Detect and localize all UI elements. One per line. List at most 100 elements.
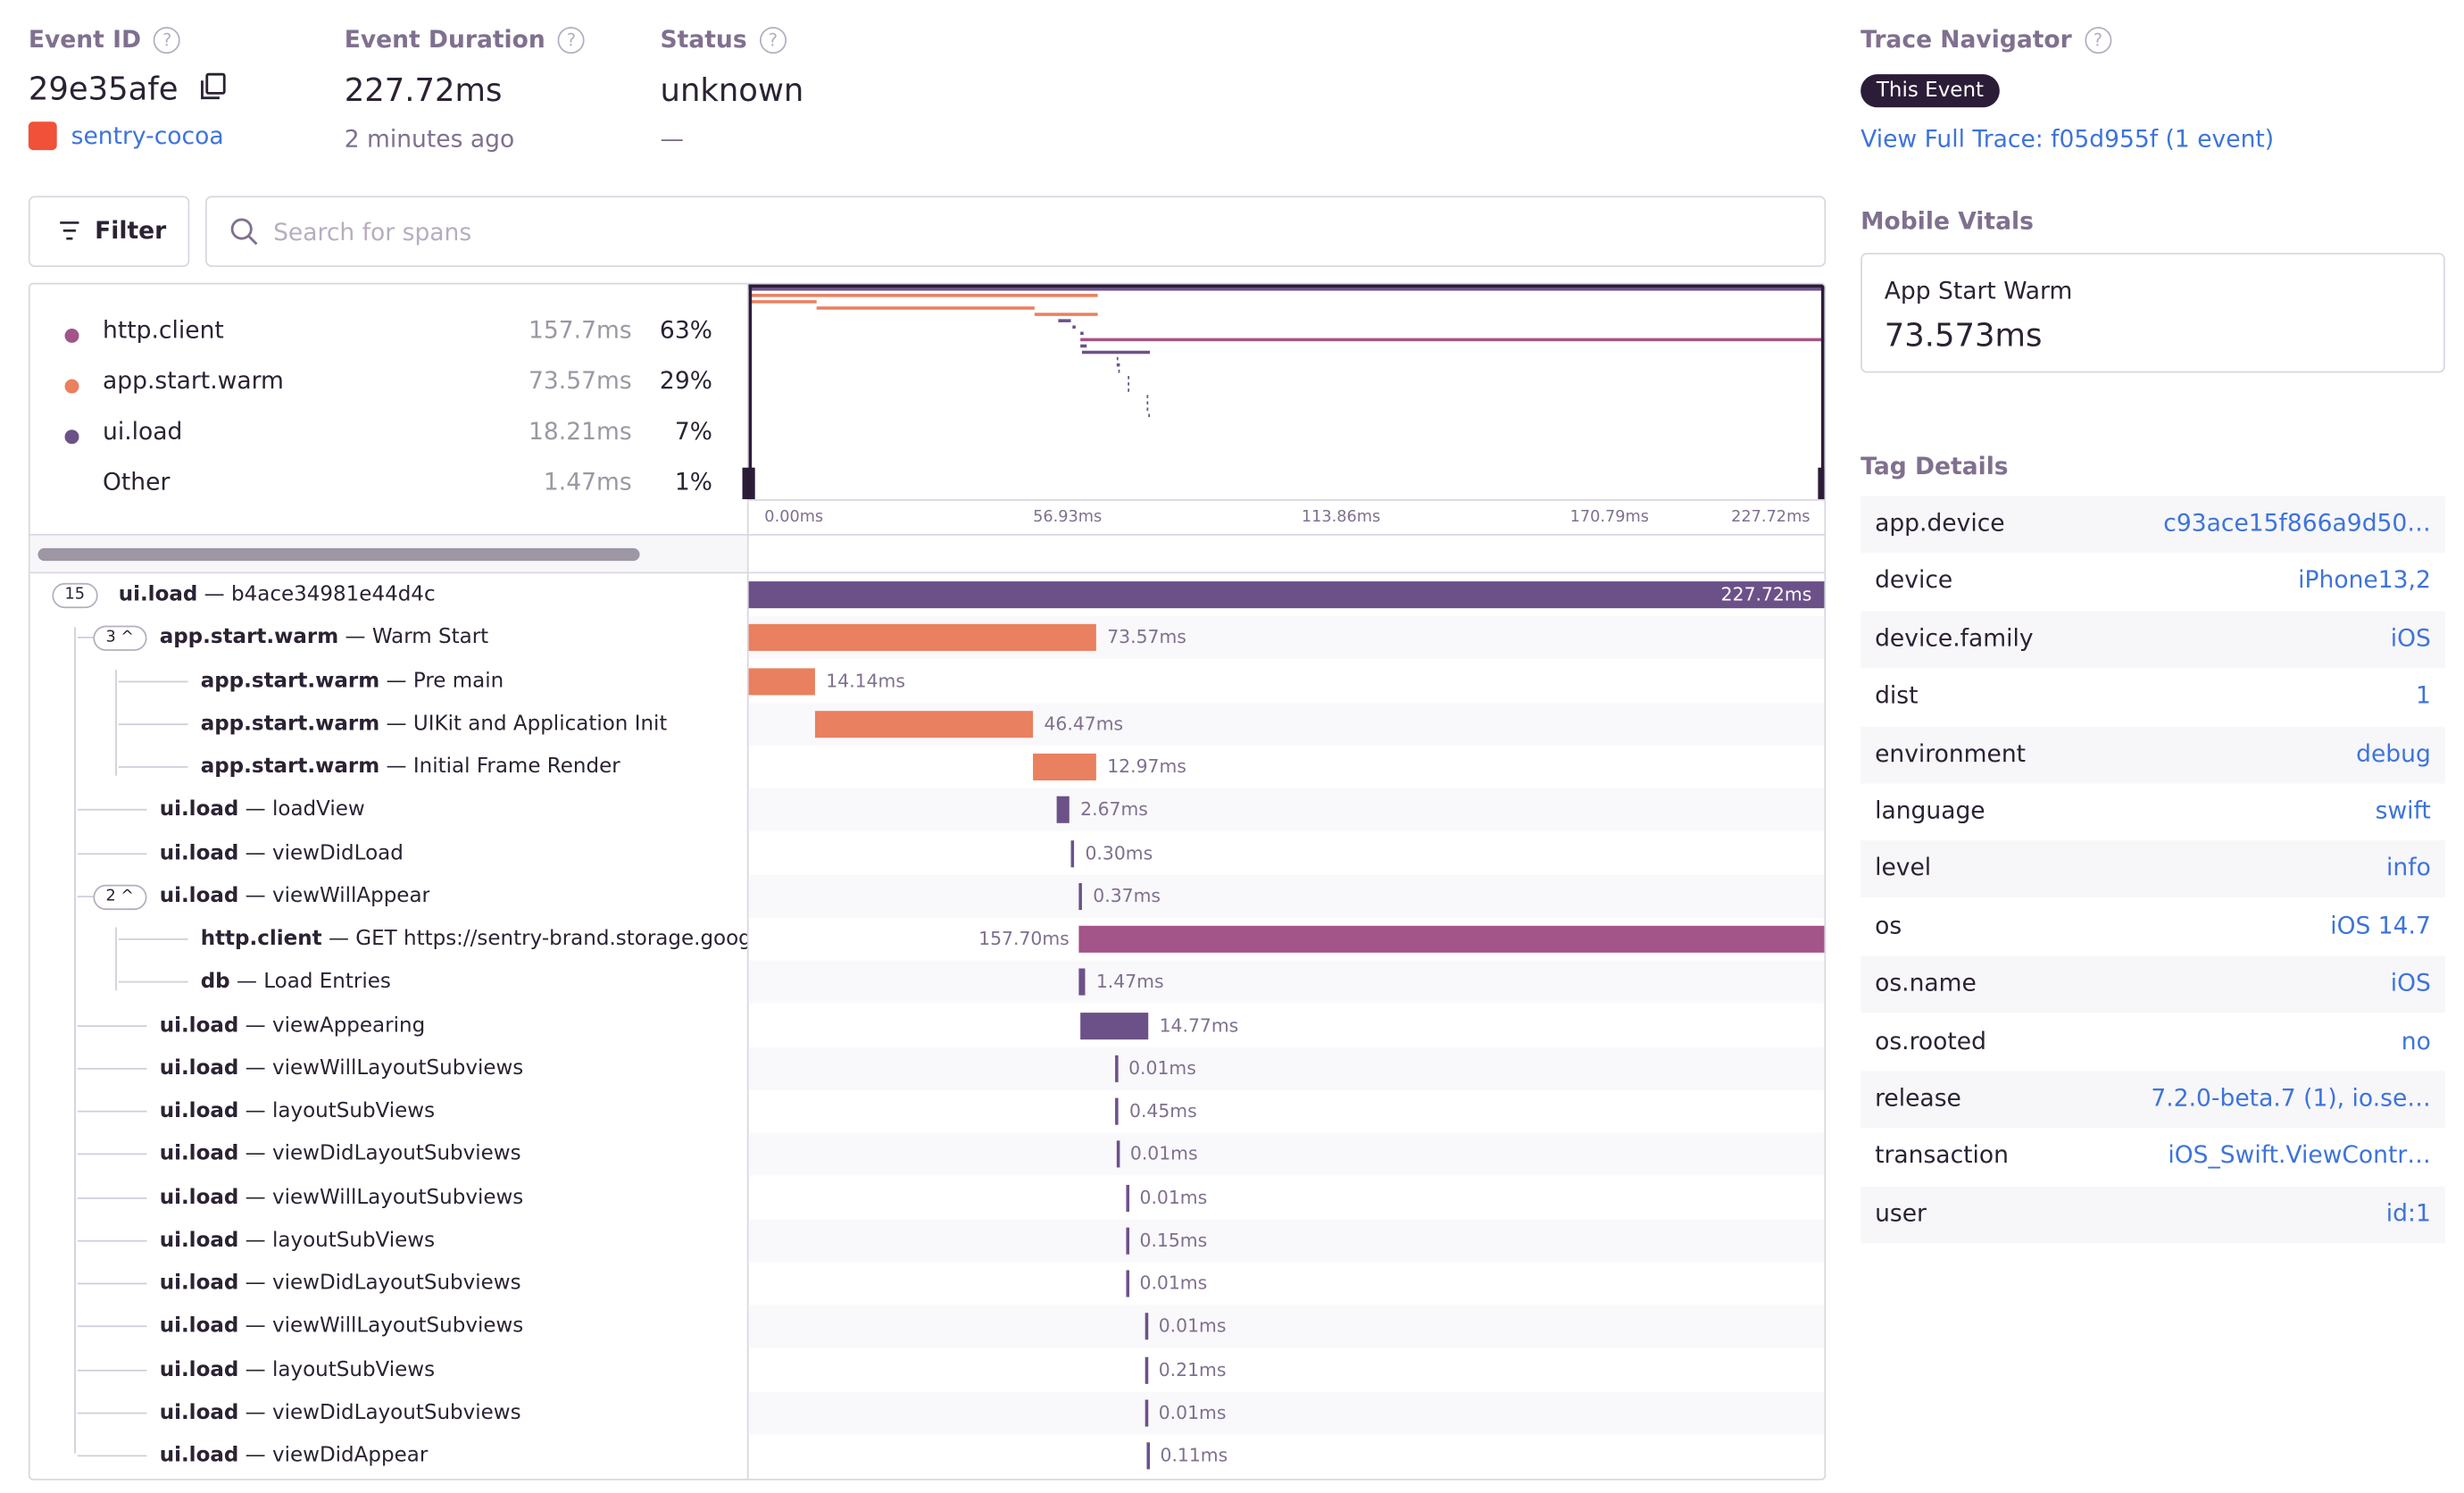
minimap-bar xyxy=(1034,313,1098,316)
badge[interactable]: This Event xyxy=(1860,74,2000,108)
trace-link[interactable]: View Full Trace: f05d955f (1 event) xyxy=(1860,124,2275,154)
span-bar[interactable] xyxy=(748,581,1825,609)
span-op: ui.load xyxy=(159,884,239,908)
span-label[interactable]: ui.load — viewDidLoad xyxy=(159,841,404,865)
child-badge[interactable]: 15 xyxy=(52,582,98,609)
tag-table: app.device c93ace15f866a9d50… device iPhone… xyxy=(1860,496,2445,1255)
row-bg xyxy=(748,1305,1825,1348)
tag-key: device.family xyxy=(1875,623,2034,653)
span-label[interactable]: app.start.warm — UIKit and Application I… xyxy=(200,712,668,737)
span-bar[interactable] xyxy=(1115,1055,1118,1082)
tree-guide xyxy=(115,670,117,776)
project[interactable]: sentry-cocoa xyxy=(28,121,224,151)
span-duration: 1.47ms xyxy=(1095,970,1164,993)
child-badge[interactable]: 3 ^ xyxy=(93,626,147,652)
span-bar[interactable] xyxy=(748,624,1096,652)
span-label[interactable]: ui.load — layoutSubViews xyxy=(159,1357,436,1382)
minimap-bar xyxy=(1081,350,1150,354)
filter-button[interactable]: Filter xyxy=(28,196,190,267)
span-label[interactable]: ui.load — viewDidLayoutSubviews xyxy=(159,1142,521,1167)
span-bar[interactable] xyxy=(1056,797,1070,824)
tag-key: level xyxy=(1875,854,1932,882)
minimap-tick: 170.79ms xyxy=(1569,508,1649,527)
span-duration: 0.45ms xyxy=(1128,1099,1197,1122)
minimap-handle xyxy=(1818,467,1825,500)
tag-value[interactable]: c93ace15f866a9d50… xyxy=(2163,508,2431,538)
span-label[interactable]: ui.load — b4ace34981e44d4c xyxy=(118,582,436,607)
span-label[interactable]: ui.load — loadView xyxy=(159,797,365,822)
tree-connector xyxy=(77,1412,147,1414)
minimap-bar xyxy=(1118,369,1120,373)
span-label[interactable]: ui.load — layoutSubViews xyxy=(159,1099,436,1123)
span-label[interactable]: ui.load — layoutSubViews xyxy=(159,1229,436,1253)
child-badge[interactable]: 2 ^ xyxy=(93,884,147,910)
tag-value[interactable]: id:1 xyxy=(2385,1198,2431,1228)
tag-value[interactable]: iOS xyxy=(2390,968,2431,997)
span-bar[interactable] xyxy=(1070,839,1075,867)
span-label[interactable]: http.client — GET https://sentry-brand.s… xyxy=(201,918,747,961)
span-bar[interactable] xyxy=(1126,1270,1129,1297)
tag-value[interactable]: no xyxy=(2401,1026,2431,1055)
span-bar[interactable] xyxy=(1146,1442,1150,1470)
tree-guide xyxy=(115,927,117,991)
tag-value[interactable]: swift xyxy=(2375,796,2431,825)
minimap-tick: 0.00ms xyxy=(764,508,824,527)
tag-value[interactable]: iOS_Swift.ViewContr… xyxy=(2168,1141,2431,1170)
scrollbar[interactable] xyxy=(37,547,640,562)
tree-connector xyxy=(77,637,106,639)
copy-icon[interactable] xyxy=(197,71,229,103)
tree-connector xyxy=(77,809,147,812)
span-label[interactable]: app.start.warm — Pre main xyxy=(200,669,504,693)
span-label[interactable]: app.start.warm — Initial Frame Render xyxy=(200,755,620,780)
tag-value[interactable]: iOS 14.7 xyxy=(2330,911,2431,940)
span-bar[interactable] xyxy=(1078,925,1825,953)
minimap-bar xyxy=(750,287,1825,291)
span-label[interactable]: app.start.warm — Warm Start xyxy=(159,626,489,650)
tree-connector xyxy=(118,722,188,725)
tree-connector xyxy=(77,1153,147,1155)
tag-value[interactable]: info xyxy=(2386,854,2431,882)
op-duration: 18.21ms xyxy=(529,417,632,446)
span-label[interactable]: ui.load — viewWillLayoutSubviews xyxy=(159,1314,524,1339)
span-op: app.start.warm xyxy=(200,712,380,737)
span-duration: 0.01ms xyxy=(1158,1400,1227,1423)
span-bar[interactable] xyxy=(748,667,815,695)
span-bar[interactable] xyxy=(814,710,1034,738)
minimap-bar xyxy=(1080,344,1087,348)
span-bar[interactable] xyxy=(1078,968,1086,997)
span-bar[interactable] xyxy=(1115,1097,1119,1125)
span-label[interactable]: ui.load — viewAppearing xyxy=(159,1013,426,1038)
span-bar[interactable] xyxy=(1126,1227,1129,1255)
span-label[interactable]: ui.load — viewDidAppear xyxy=(159,1444,429,1468)
span-label[interactable]: ui.load — viewWillAppear xyxy=(159,884,431,908)
row-bg xyxy=(748,1219,1825,1263)
tag-row: dist 1 xyxy=(1860,668,2445,726)
trace-nav-label: Trace Navigator? xyxy=(1860,25,2111,54)
search-input[interactable]: Search for spans xyxy=(204,196,1827,267)
span-bar[interactable] xyxy=(1078,882,1082,910)
tag-value[interactable]: iPhone13,2 xyxy=(2298,566,2431,595)
span-bar[interactable] xyxy=(1080,1012,1149,1039)
tag-value[interactable]: debug xyxy=(2356,738,2431,768)
span-label[interactable]: db — Load Entries xyxy=(200,970,391,995)
span-bar[interactable] xyxy=(1145,1355,1148,1383)
span-bar[interactable] xyxy=(1033,753,1096,780)
tag-value[interactable]: 1 xyxy=(2415,680,2431,710)
span-label[interactable]: ui.load — viewWillLayoutSubviews xyxy=(159,1056,524,1080)
tag-value[interactable]: iOS xyxy=(2390,623,2431,653)
span-description: Pre main xyxy=(412,669,504,693)
mobile-vitals-title: Mobile Vitals xyxy=(1860,206,2034,236)
minimap-bar xyxy=(816,306,1035,310)
span-bar[interactable] xyxy=(1145,1399,1148,1427)
span-duration: 14.77ms xyxy=(1159,1013,1239,1036)
project-link[interactable]: sentry-cocoa xyxy=(71,121,224,151)
tag-value[interactable]: 7.2.0-beta.7 (1), io.se… xyxy=(2151,1083,2431,1113)
span-bar[interactable] xyxy=(1116,1140,1120,1168)
span-label[interactable]: ui.load — viewDidLayoutSubviews xyxy=(159,1272,521,1296)
span-label[interactable]: ui.load — viewDidLayoutSubviews xyxy=(159,1400,521,1425)
span-bar[interactable] xyxy=(1145,1313,1148,1340)
span-op: http.client xyxy=(200,927,322,952)
span-label[interactable]: ui.load — viewWillLayoutSubviews xyxy=(159,1185,524,1210)
span-bar[interactable] xyxy=(1126,1184,1129,1212)
span-duration: 46.47ms xyxy=(1044,712,1124,735)
